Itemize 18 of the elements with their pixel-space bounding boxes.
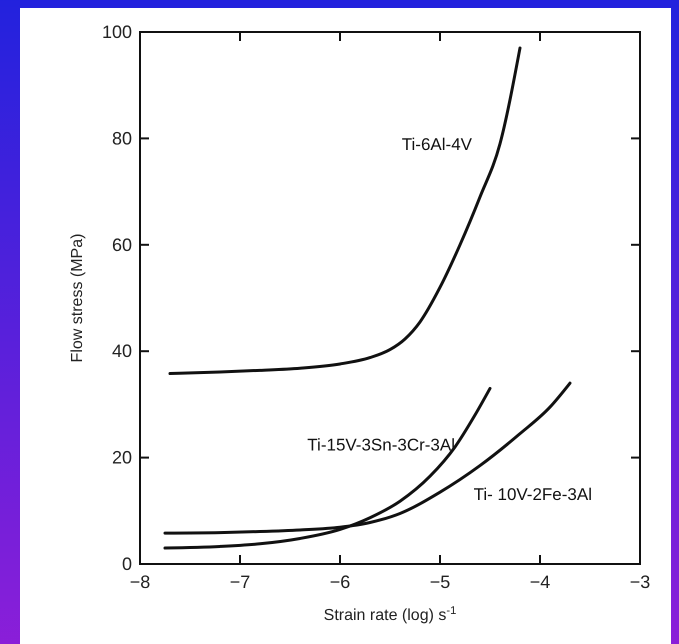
y-axis-title: Flow stress (MPa) <box>69 234 86 362</box>
x-tick-label: −4 <box>530 572 550 592</box>
y-tick-label: 60 <box>112 234 132 255</box>
y-tick-label: 20 <box>112 448 132 468</box>
x-tick-label: −7 <box>230 572 250 592</box>
series-label: Ti-15V-3Sn-3Cr-3Al <box>307 435 455 454</box>
y-tick-label: 100 <box>102 22 132 42</box>
y-tick-label: 0 <box>122 554 132 574</box>
x-tick-label: −3 <box>630 572 650 592</box>
x-tick-label: −6 <box>330 572 350 592</box>
series-label: Ti- 10V-2Fe-3Al <box>474 485 592 504</box>
y-tick-label: 80 <box>112 128 132 148</box>
y-tick-label: 40 <box>112 341 132 362</box>
line-series <box>168 46 522 376</box>
x-tick-label: −8 <box>130 572 150 592</box>
x-axis-title: Strain rate (log) s$^{-1}$ <box>324 605 456 624</box>
series-label: Ti-6Al-4V <box>402 134 473 154</box>
x-tick-label: −5 <box>430 572 450 592</box>
